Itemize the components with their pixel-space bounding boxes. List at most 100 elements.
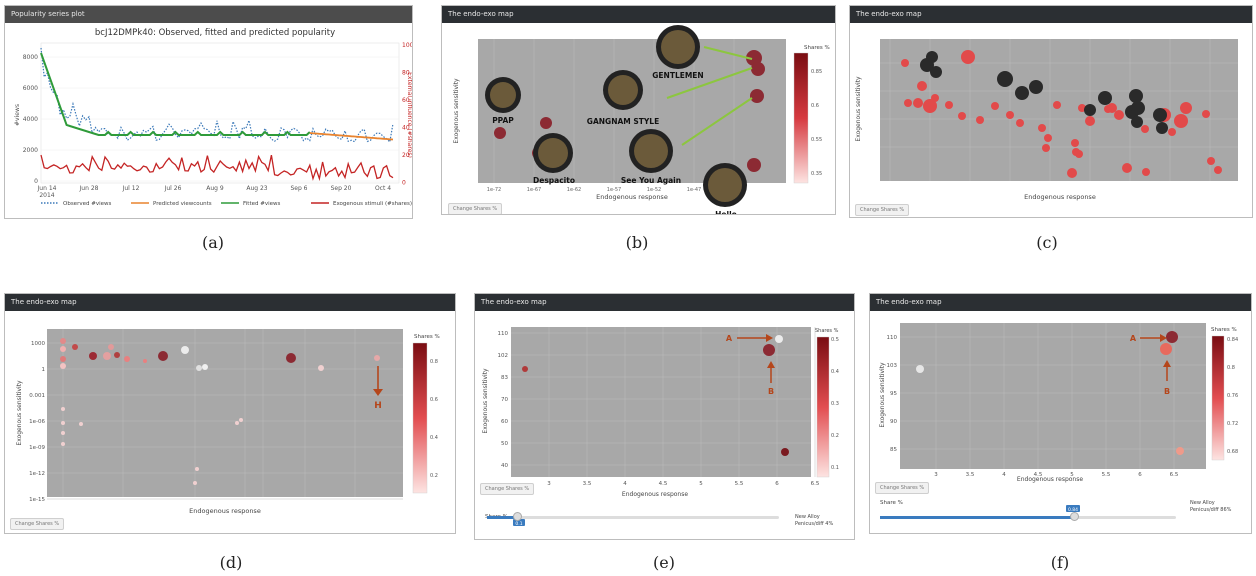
data-point[interactable] [1131, 116, 1143, 128]
data-point[interactable] [143, 359, 147, 363]
data-point[interactable] [196, 365, 202, 371]
data-point[interactable] [1098, 91, 1112, 105]
data-point[interactable] [72, 344, 78, 350]
data-point[interactable] [60, 356, 66, 362]
data-point[interactable] [1104, 105, 1112, 113]
share-slider-handle[interactable] [513, 512, 522, 521]
data-point[interactable] [195, 467, 199, 471]
data-point[interactable] [904, 99, 912, 107]
y-tick: 1e-09 [29, 445, 45, 451]
data-point[interactable] [114, 352, 120, 358]
data-point[interactable] [108, 344, 114, 350]
data-point[interactable] [124, 356, 130, 362]
data-point[interactable] [930, 66, 942, 78]
data-point[interactable] [1042, 144, 1050, 152]
data-point[interactable] [1180, 102, 1192, 114]
data-point[interactable] [61, 407, 65, 411]
data-point[interactable] [1153, 108, 1167, 122]
data-point[interactable] [1174, 114, 1188, 128]
data-point[interactable] [1142, 168, 1150, 176]
data-point[interactable] [1067, 168, 1077, 178]
data-point[interactable] [540, 117, 552, 129]
change-shares-button[interactable]: Change Shares % [10, 518, 65, 530]
data-point[interactable] [1129, 89, 1143, 103]
data-point[interactable] [916, 365, 924, 373]
data-point[interactable] [1006, 111, 1014, 119]
share-slider-handle[interactable] [1070, 512, 1079, 521]
share-slider-track[interactable] [487, 512, 779, 521]
data-point[interactable] [1016, 119, 1024, 127]
data-point[interactable] [913, 98, 923, 108]
data-point[interactable] [1071, 139, 1079, 147]
panel-header: Popularity series plot [5, 6, 412, 23]
change-shares-button[interactable]: Change Shares % [480, 483, 535, 495]
data-point[interactable] [945, 101, 953, 109]
data-point[interactable] [1085, 116, 1095, 126]
data-point[interactable] [775, 335, 783, 343]
data-point[interactable] [1015, 86, 1029, 100]
data-point[interactable] [193, 481, 197, 485]
data-point[interactable] [1168, 128, 1176, 136]
thumbnail-image [538, 138, 568, 168]
data-point[interactable] [235, 421, 239, 425]
data-point[interactable] [991, 102, 999, 110]
data-point[interactable] [89, 352, 97, 360]
data-point[interactable] [1156, 122, 1168, 134]
data-point[interactable] [1176, 447, 1184, 455]
data-point[interactable] [1166, 331, 1178, 343]
data-point[interactable] [1114, 110, 1124, 120]
data-point[interactable] [61, 431, 65, 435]
data-point[interactable] [522, 366, 528, 372]
data-point[interactable] [1038, 124, 1046, 132]
data-point[interactable] [763, 344, 775, 356]
popularity-chart: bcJ12DMPk40: Observed, fitted and predic… [14, 28, 412, 207]
data-point[interactable] [1131, 101, 1145, 115]
data-point[interactable] [494, 127, 506, 139]
data-point[interactable] [747, 158, 761, 172]
data-point[interactable] [1084, 104, 1096, 116]
data-point[interactable] [1053, 101, 1061, 109]
change-shares-button[interactable]: Change Shares % [855, 204, 910, 216]
data-point[interactable] [202, 364, 208, 370]
data-point[interactable] [181, 346, 189, 354]
data-point[interactable] [976, 116, 984, 124]
data-point[interactable] [1207, 157, 1215, 165]
y-tick: 70 [501, 397, 508, 403]
data-point[interactable] [1122, 163, 1132, 173]
data-point[interactable] [286, 353, 296, 363]
data-point[interactable] [60, 338, 66, 344]
change-shares-button[interactable]: Change Shares % [875, 482, 930, 494]
data-point[interactable] [60, 346, 66, 352]
data-point[interactable] [158, 351, 168, 361]
change-shares-button[interactable]: Change Shares % [448, 203, 503, 214]
data-point[interactable] [1202, 110, 1210, 118]
data-point[interactable] [781, 448, 789, 456]
data-point[interactable] [103, 352, 111, 360]
data-point[interactable] [1072, 148, 1080, 156]
data-point[interactable] [1044, 134, 1052, 142]
data-point[interactable] [926, 51, 938, 63]
data-point[interactable] [61, 442, 65, 446]
data-point[interactable] [997, 71, 1013, 87]
data-point[interactable] [60, 363, 66, 369]
data-point[interactable] [931, 94, 939, 102]
y-tick-left: 2000 [23, 147, 38, 154]
data-point[interactable] [1214, 166, 1222, 174]
data-point[interactable] [79, 422, 83, 426]
share-slider-track[interactable] [880, 512, 1176, 521]
data-point[interactable] [61, 421, 65, 425]
data-point[interactable] [750, 89, 764, 103]
data-point[interactable] [1029, 80, 1043, 94]
data-point[interactable] [958, 112, 966, 120]
data-point[interactable] [239, 418, 243, 422]
data-point[interactable] [923, 99, 937, 113]
data-point[interactable] [961, 50, 975, 64]
data-point[interactable] [917, 81, 927, 91]
data-point[interactable] [374, 355, 380, 361]
data-point[interactable] [318, 365, 324, 371]
data-point[interactable] [1141, 125, 1149, 133]
data-point[interactable] [1160, 343, 1172, 355]
data-point[interactable] [751, 62, 765, 76]
data-point[interactable] [901, 59, 909, 67]
